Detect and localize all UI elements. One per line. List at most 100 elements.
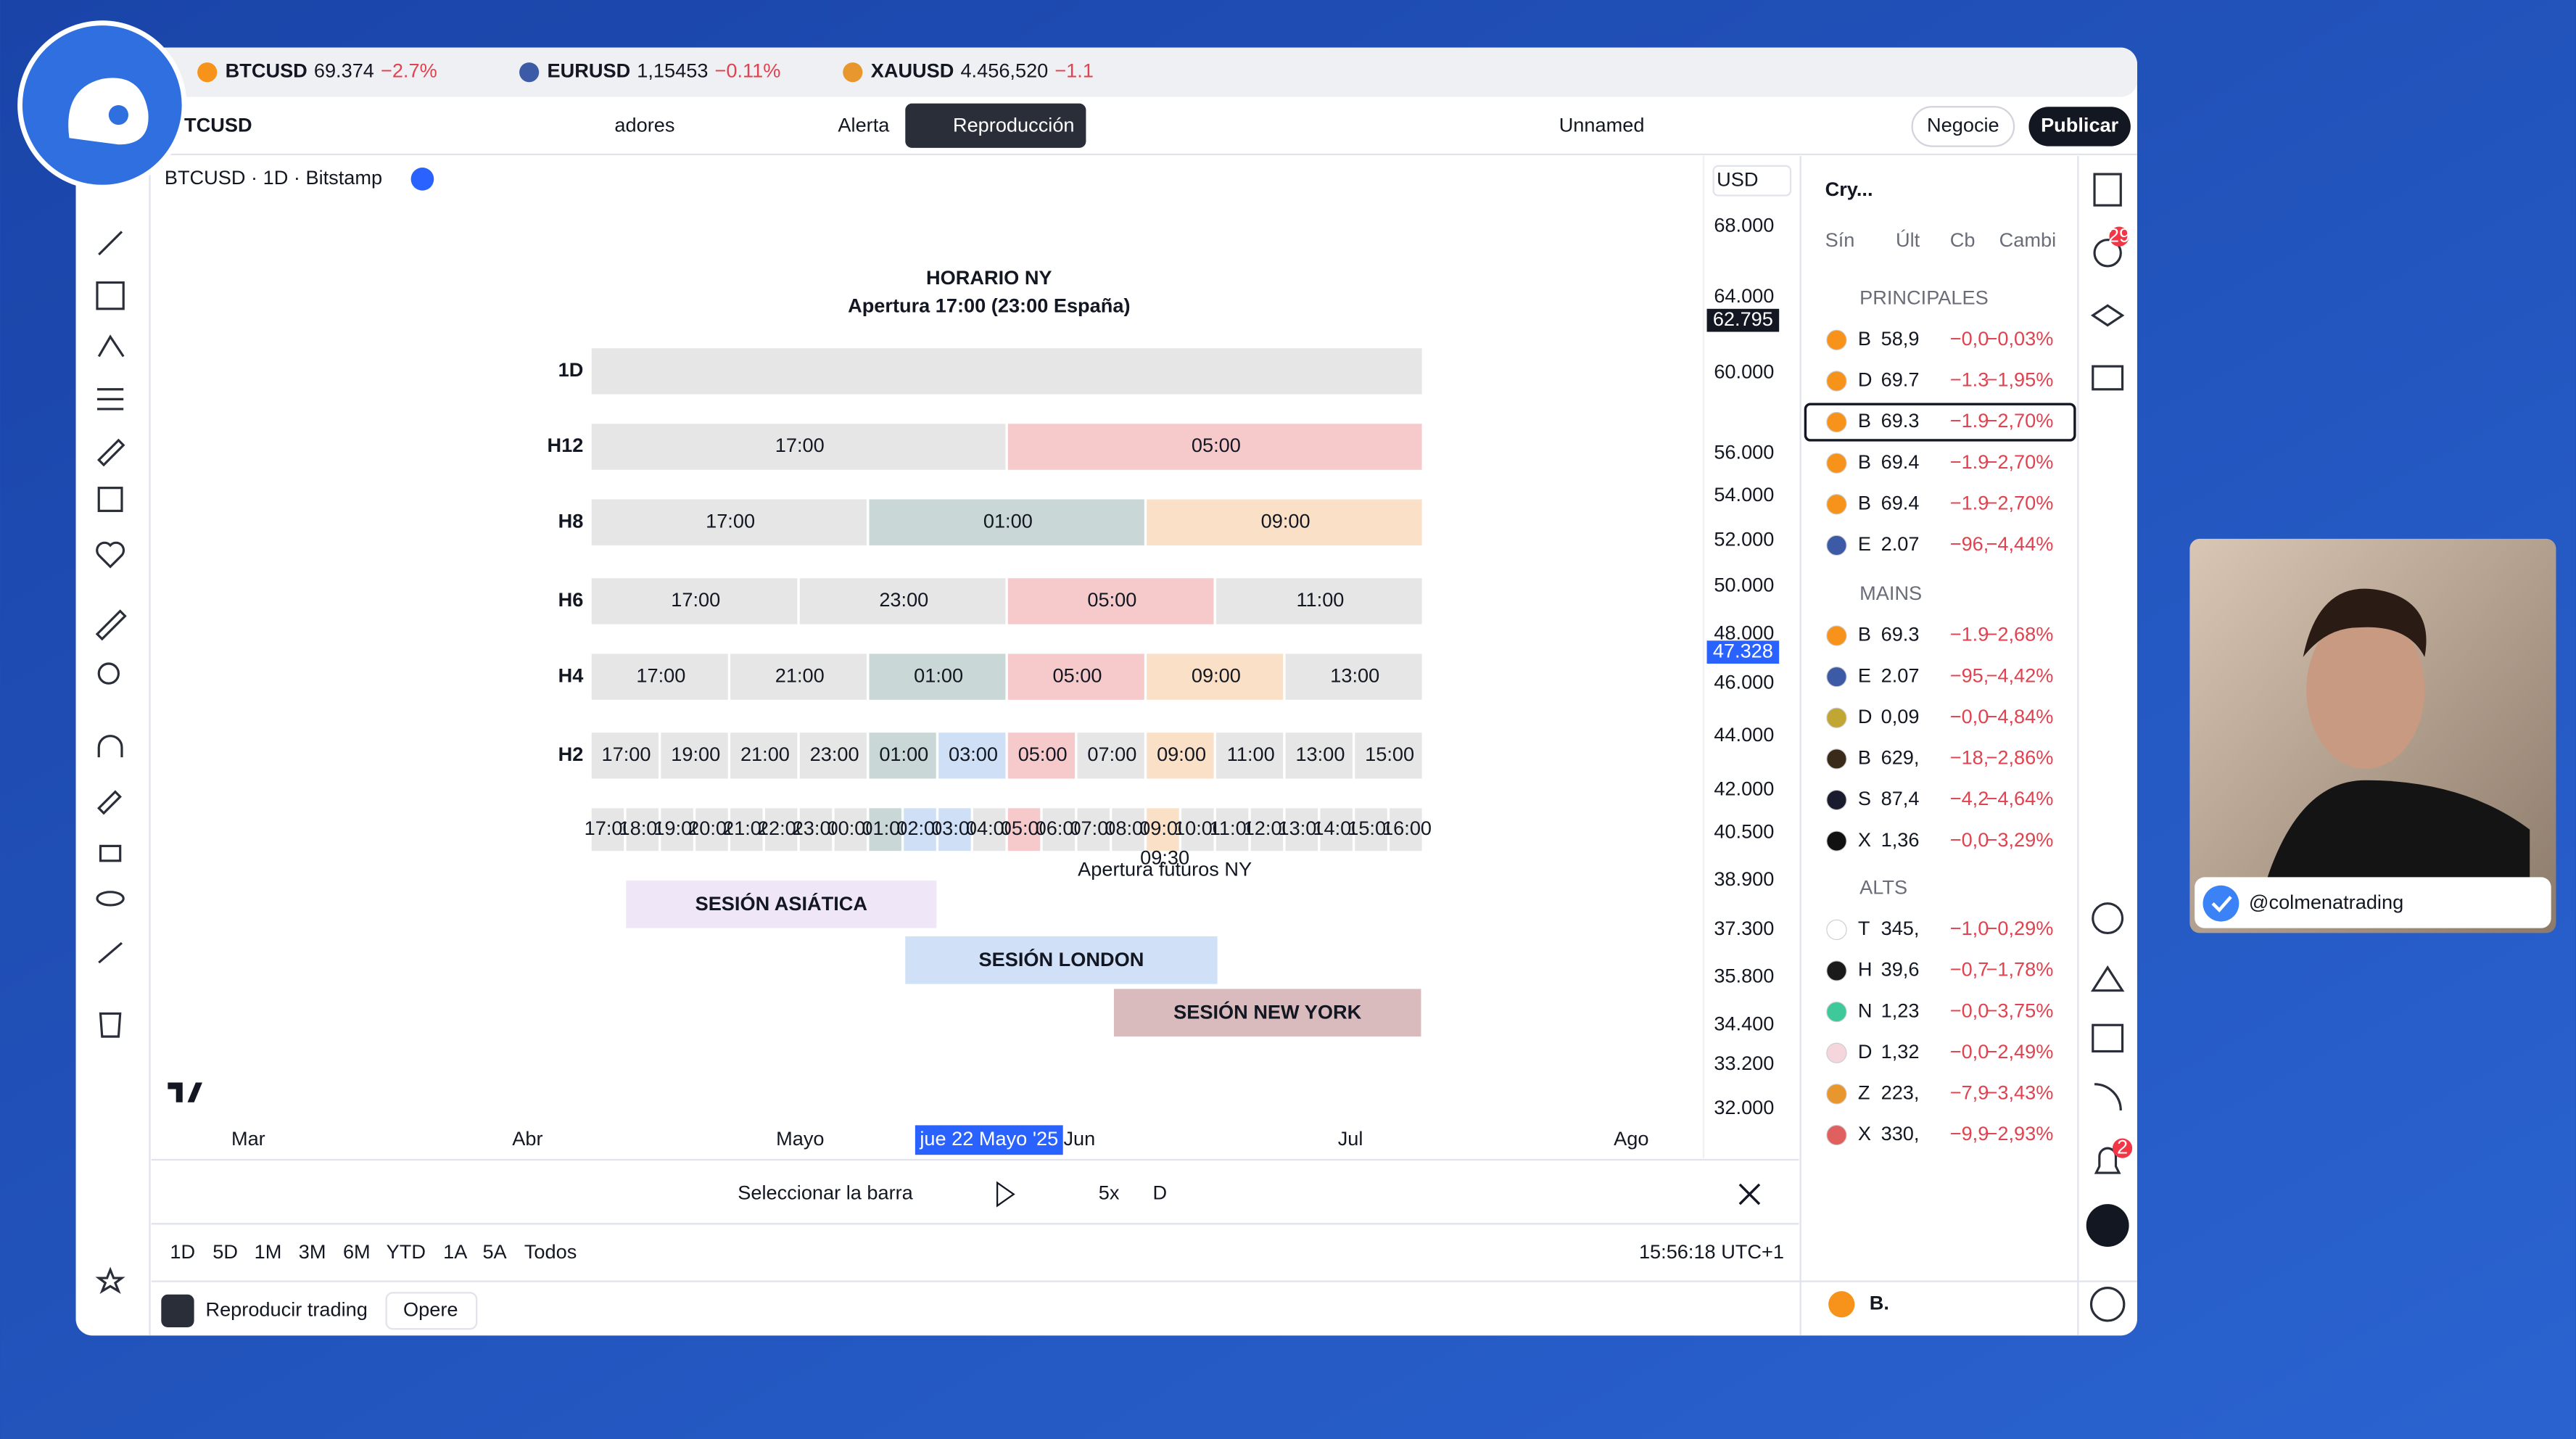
watchlist-name[interactable]: Cry... bbox=[1825, 178, 1873, 200]
replay-button[interactable]: Reproducción bbox=[953, 114, 1075, 136]
favorites-tool[interactable] bbox=[96, 541, 125, 569]
watchlist-button[interactable] bbox=[2093, 173, 2122, 207]
section-title[interactable]: ALTS bbox=[1859, 875, 1907, 898]
symbol[interactable]: B bbox=[1858, 450, 1871, 473]
symbol[interactable]: B bbox=[1858, 327, 1871, 350]
symbol[interactable]: D bbox=[1858, 705, 1873, 727]
trade-tab-bg[interactable] bbox=[385, 1292, 478, 1330]
column-header[interactable]: Sín bbox=[1825, 228, 1855, 251]
symbol[interactable]: E bbox=[1858, 532, 1871, 555]
range-button[interactable]: YTD bbox=[387, 1240, 426, 1263]
currency-select[interactable]: USD bbox=[1717, 168, 1758, 190]
symbol[interactable]: B bbox=[1858, 746, 1871, 769]
publish-button-bg[interactable] bbox=[2028, 107, 2131, 147]
notifications-button[interactable] bbox=[2094, 1147, 2121, 1174]
magnet-tool[interactable] bbox=[97, 735, 123, 758]
symbol[interactable]: X bbox=[1858, 1122, 1871, 1145]
tab[interactable]: BTCUSD 69.374 −2.7% bbox=[226, 59, 437, 82]
symbol[interactable]: H bbox=[1858, 958, 1873, 981]
target-button[interactable] bbox=[2092, 902, 2124, 935]
replay-trading-tab[interactable]: Reproducir trading bbox=[205, 1298, 367, 1321]
brush-tool[interactable] bbox=[97, 438, 125, 467]
range-button[interactable]: 1M bbox=[255, 1240, 282, 1263]
session-cell bbox=[799, 808, 833, 852]
trade-button-bg[interactable] bbox=[1911, 106, 2015, 147]
symbol[interactable]: X bbox=[1858, 828, 1871, 851]
session-cell bbox=[1181, 808, 1214, 852]
ruler-tool[interactable] bbox=[95, 609, 127, 641]
symbol[interactable]: D bbox=[1858, 368, 1873, 391]
tab[interactable]: XAUUSD 4.456,520 −1.1 bbox=[871, 59, 1094, 82]
layers-button[interactable] bbox=[2090, 304, 2125, 327]
session-cell bbox=[730, 808, 763, 852]
change-percent: −4,84% bbox=[1986, 705, 2054, 727]
link-tool[interactable] bbox=[98, 941, 123, 964]
hide-tool[interactable] bbox=[96, 891, 125, 907]
cell-label: 18:00 bbox=[619, 817, 668, 839]
lock-draw-tool[interactable] bbox=[97, 790, 122, 815]
range-button[interactable]: 5D bbox=[212, 1240, 238, 1263]
cell-label: 16:00 bbox=[1382, 817, 1432, 839]
ideas-button[interactable] bbox=[2090, 965, 2125, 992]
footer-symbol[interactable]: B. bbox=[1870, 1291, 1889, 1314]
range-button[interactable]: 3M bbox=[299, 1240, 326, 1263]
range-button[interactable]: Todos bbox=[524, 1240, 577, 1263]
text-tool[interactable] bbox=[97, 487, 123, 512]
clock: 15:56:18 UTC+1 bbox=[1639, 1240, 1784, 1263]
help-button[interactable] bbox=[2089, 1287, 2126, 1322]
session-cell bbox=[938, 808, 971, 852]
tab[interactable]: EURUSD 1,15453 −0.11% bbox=[548, 59, 781, 82]
watchlist-star[interactable] bbox=[95, 1266, 125, 1294]
publish-button[interactable]: Publicar bbox=[2041, 114, 2119, 136]
section-title[interactable]: PRINCIPALES bbox=[1859, 286, 1989, 308]
calendar-button[interactable] bbox=[2092, 1023, 2124, 1053]
time-axis-label: Mayo bbox=[776, 1127, 824, 1150]
range-button[interactable]: 5A bbox=[482, 1240, 507, 1263]
symbol[interactable]: Z bbox=[1858, 1081, 1870, 1104]
select-bar-button[interactable]: Seleccionar la barra bbox=[738, 1182, 913, 1204]
symbol[interactable]: D bbox=[1858, 1040, 1873, 1063]
session-cell bbox=[730, 733, 798, 779]
lock-tool[interactable] bbox=[99, 844, 122, 862]
alert-button[interactable]: Alerta bbox=[838, 114, 890, 136]
indicators-button[interactable]: adores bbox=[614, 114, 674, 136]
symbol[interactable]: E bbox=[1858, 664, 1871, 686]
symbol[interactable]: T bbox=[1858, 917, 1870, 939]
symbol[interactable]: N bbox=[1858, 999, 1873, 1021]
chat-button[interactable] bbox=[2092, 365, 2124, 391]
column-header[interactable]: Cb bbox=[1950, 228, 1976, 251]
column-header[interactable]: Cambi bbox=[1999, 228, 2056, 251]
play-button[interactable] bbox=[996, 1181, 1015, 1208]
symbol[interactable]: S bbox=[1858, 787, 1871, 809]
layout-name[interactable]: Unnamed bbox=[1559, 114, 1645, 136]
symbol[interactable]: B bbox=[1858, 491, 1871, 514]
apps-button[interactable] bbox=[2086, 1204, 2129, 1248]
cell-label: 01:00 bbox=[879, 743, 928, 765]
grid-tool[interactable] bbox=[96, 281, 125, 310]
replay-button-bg[interactable] bbox=[905, 103, 1086, 148]
column-header[interactable]: Últ bbox=[1896, 228, 1920, 251]
speed-button[interactable]: 5x bbox=[1099, 1182, 1120, 1204]
news-button[interactable] bbox=[2094, 1083, 2122, 1111]
alerts-button[interactable] bbox=[2093, 239, 2122, 268]
symbol-search[interactable]: TCUSD bbox=[184, 114, 252, 136]
symbol[interactable]: B bbox=[1858, 409, 1871, 432]
close-replay[interactable] bbox=[1738, 1183, 1761, 1205]
trade-button[interactable]: Negocie bbox=[1927, 114, 1999, 136]
range-button[interactable]: 1D bbox=[170, 1240, 195, 1263]
delete-tool[interactable] bbox=[99, 1012, 122, 1038]
change: −96, bbox=[1950, 532, 1989, 555]
zoom-tool[interactable] bbox=[97, 662, 120, 685]
pattern-tool[interactable] bbox=[97, 334, 125, 358]
tab-price: 1,15453 bbox=[637, 59, 708, 82]
symbol[interactable]: B bbox=[1858, 623, 1871, 646]
fib-tool[interactable] bbox=[96, 388, 124, 411]
trade-tab[interactable]: Opere bbox=[403, 1298, 458, 1321]
range-button[interactable]: 1A bbox=[443, 1240, 468, 1263]
trend-line-tool[interactable] bbox=[98, 231, 123, 256]
section-title[interactable]: MAINS bbox=[1859, 582, 1922, 604]
interval-button[interactable]: D bbox=[1153, 1182, 1168, 1204]
range-button[interactable]: 6M bbox=[343, 1240, 371, 1263]
currency-select-bg[interactable] bbox=[1712, 165, 1792, 197]
